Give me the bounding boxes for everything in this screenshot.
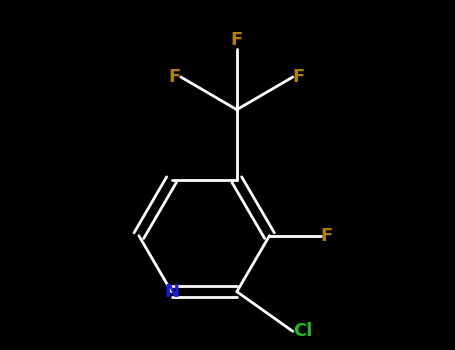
Text: F: F [231,31,243,49]
Text: F: F [169,68,181,86]
Text: N: N [164,283,179,301]
Text: F: F [293,68,305,86]
Text: Cl: Cl [293,322,312,340]
Text: F: F [321,227,333,245]
